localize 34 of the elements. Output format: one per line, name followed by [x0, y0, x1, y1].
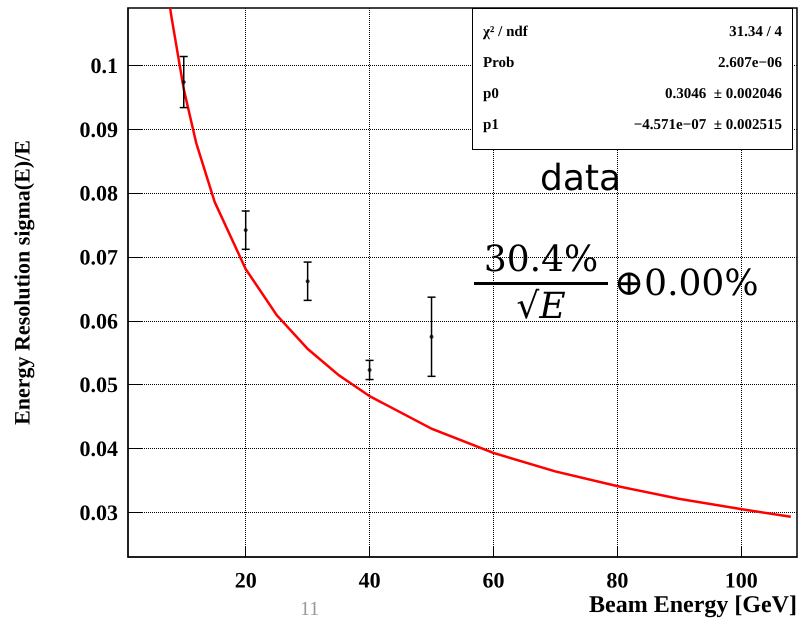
point [430, 334, 434, 339]
point [368, 368, 372, 372]
text: 11 [300, 598, 320, 621]
annotation: −4.571e−07 ± 0.002515 [634, 117, 782, 134]
y-axis-title: Energy Resolution sigma(E)/E [10, 140, 34, 425]
y-tick-label: 0.06 [80, 308, 118, 334]
y-tick-label: 0.07 [80, 244, 118, 270]
x-axis-title: Beam Energy [GeV] [589, 592, 797, 618]
x-tick-label: 40 [358, 568, 381, 592]
annotation: p0 [483, 86, 499, 103]
y-tick-label: 0.03 [80, 500, 118, 525]
y-tick-label: 0.08 [80, 180, 118, 206]
y-tick-label: 0.05 [80, 372, 118, 398]
annotation: p1 [483, 117, 499, 134]
annotation: 30.4% [484, 238, 598, 282]
annotation: 31.34 / 4 [729, 24, 782, 41]
y-tick-label: 0.1 [90, 52, 118, 78]
x-tick-label: 80 [606, 568, 628, 592]
annotation: χ² / ndf [483, 24, 528, 41]
point [182, 80, 186, 84]
line-series [168, 6, 792, 518]
point [244, 228, 248, 232]
x-tick-label: 100 [724, 568, 758, 592]
x-tick-label: 20 [234, 568, 257, 592]
annotation: Prob [483, 55, 514, 72]
annotation: data [540, 158, 622, 199]
annotation: 0.3046 ± 0.002046 [665, 86, 782, 103]
annotation: ⊕0.00% [614, 263, 759, 304]
point [306, 279, 310, 284]
y-tick-label: 0.09 [80, 116, 118, 142]
annotation: √E [516, 285, 566, 329]
annotation: 2.607e−06 [718, 55, 782, 72]
y-tick-label: 0.04 [80, 436, 118, 461]
x-tick-label: 60 [482, 568, 504, 592]
